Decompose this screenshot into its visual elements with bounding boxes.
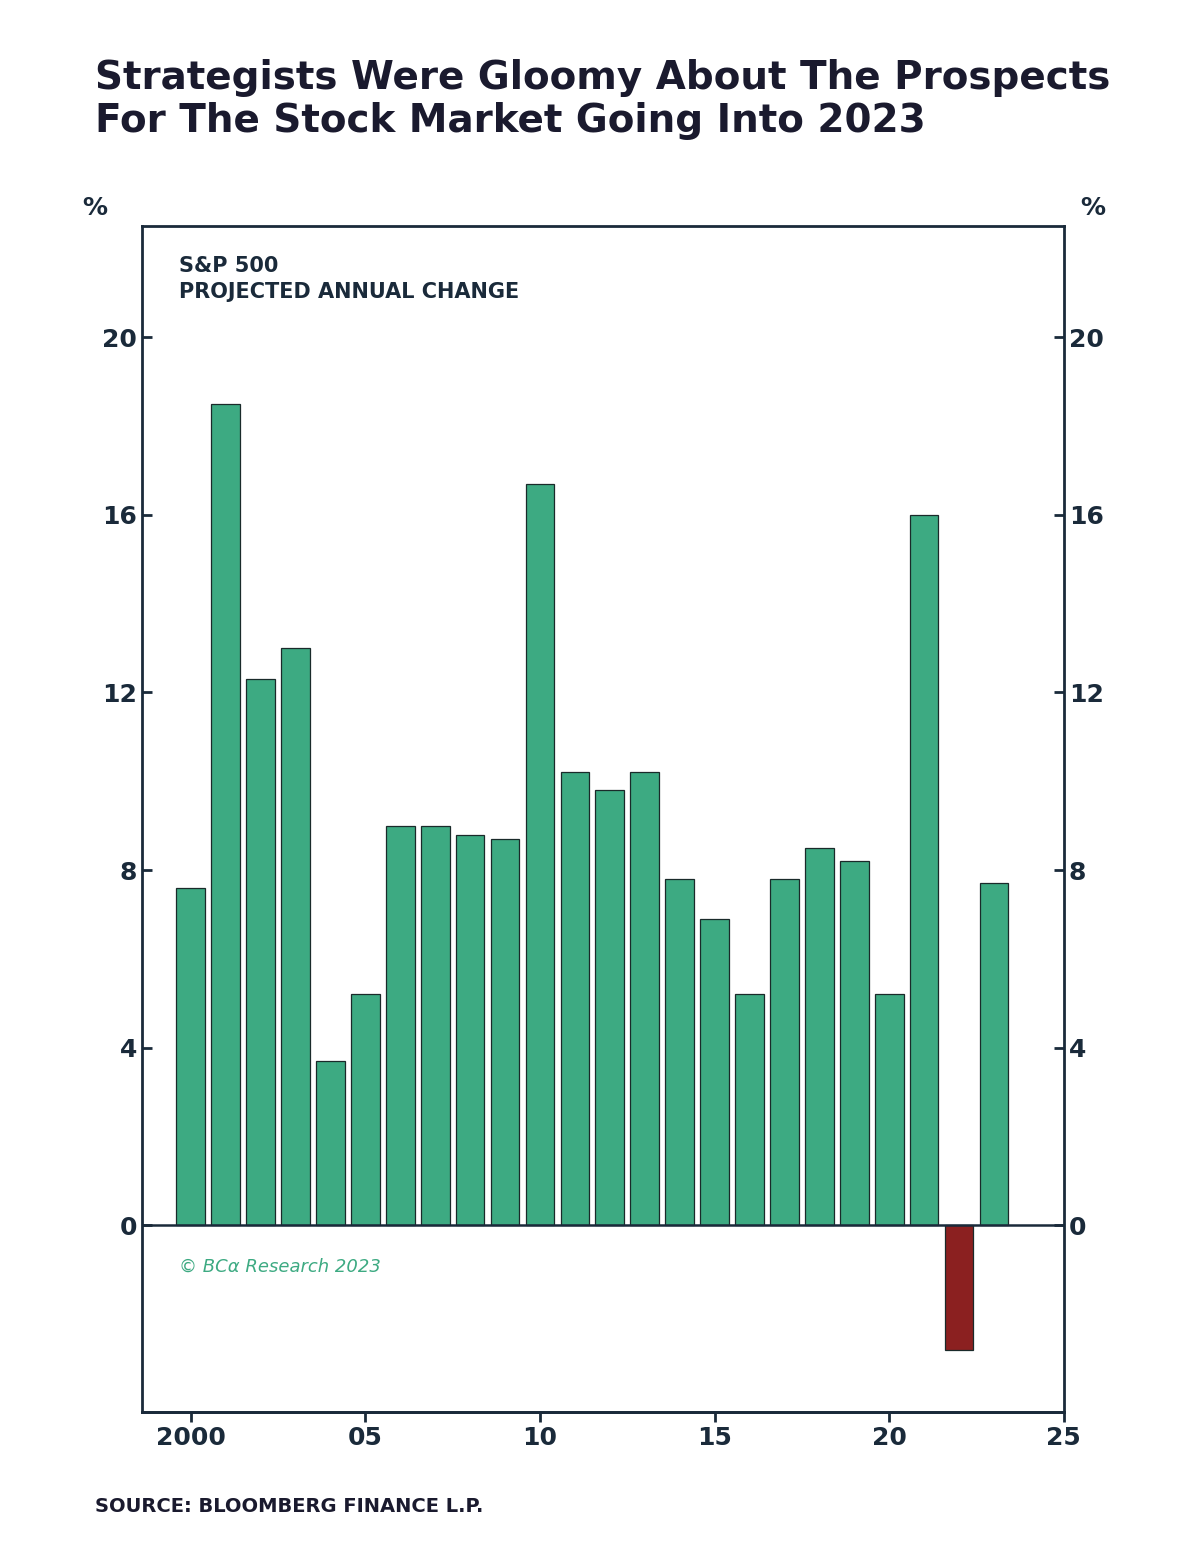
Bar [212,404,240,1225]
Bar [840,861,869,1225]
Bar [246,679,275,1225]
Bar [771,878,799,1225]
Text: %: % [1080,197,1105,220]
Bar [491,839,519,1225]
Bar [596,789,624,1225]
Bar [281,647,310,1225]
Bar [735,994,764,1225]
Bar [351,994,379,1225]
Bar [665,878,694,1225]
Bar [805,849,833,1225]
Bar [910,515,939,1225]
Text: S&P 500
PROJECTED ANNUAL CHANGE: S&P 500 PROJECTED ANNUAL CHANGE [178,256,519,303]
Text: Strategists Were Gloomy About The Prospects
For The Stock Market Going Into 2023: Strategists Were Gloomy About The Prospe… [95,59,1110,140]
Text: SOURCE: BLOOMBERG FINANCE L.P.: SOURCE: BLOOMBERG FINANCE L.P. [95,1498,483,1516]
Bar [421,825,449,1225]
Bar [630,772,660,1225]
Bar [387,825,415,1225]
Text: © BCα Research 2023: © BCα Research 2023 [178,1257,381,1276]
Bar [456,835,485,1225]
Bar [944,1225,973,1349]
Text: %: % [82,197,106,220]
Bar [980,883,1008,1225]
Bar [176,888,204,1225]
Bar [526,484,554,1225]
Bar [316,1061,345,1225]
Bar [875,994,903,1225]
Bar [700,919,729,1225]
Bar [560,772,589,1225]
